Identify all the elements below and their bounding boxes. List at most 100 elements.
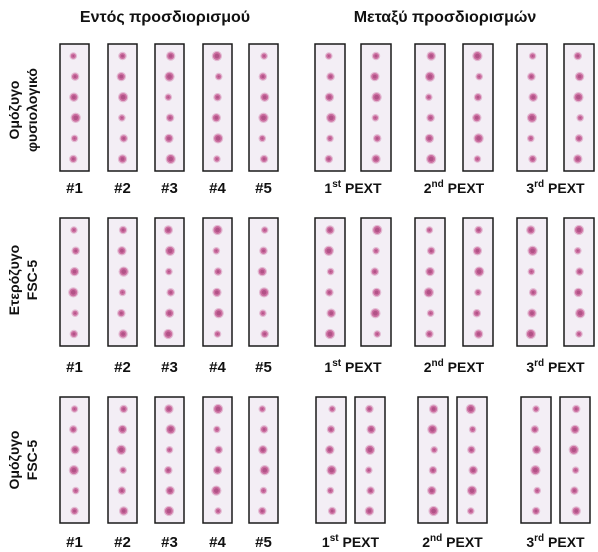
strip-frame [202,43,233,172]
blot-dot-core [73,137,76,140]
blot-dot-core [429,488,434,493]
blot-dot-core [576,54,580,58]
blot-dot-core [374,116,377,119]
blot-dot-core [165,331,171,337]
blot-dot-core [534,447,539,452]
blot-dot-core [217,510,220,512]
strip-frame [354,396,386,524]
blot-dot-core [475,311,479,315]
strip-frame [107,217,138,347]
blot-dot-core [215,136,221,141]
blot-strip [59,43,90,172]
blot-dot-core [469,488,475,493]
blot-dot-core [262,467,268,473]
blot-strip [248,396,279,524]
blot-dot-core [576,94,581,100]
blot-dot-core [430,427,435,432]
blot-dot-core [261,290,267,295]
blot-dot-core [261,115,266,121]
strip-frame [516,43,548,172]
blot-dot-core [263,229,266,231]
blot-dot-core [331,408,334,410]
blot-dot-core [167,311,172,316]
blot-dot-core [215,158,218,160]
blot-dot-core [329,137,331,140]
blot-strip [315,396,347,524]
blot-dot-core [571,447,577,453]
blot-strip [107,396,138,524]
blot-dot-core [74,489,77,492]
blot-dot-core [533,467,538,473]
blot-dot-core [474,115,479,120]
strip-frame [202,217,233,347]
strip-frame [520,396,552,524]
blot-dot-core [121,228,125,232]
blot-dot-core [431,468,435,472]
blot-dot-core [367,407,371,411]
blot-dot-core [327,447,332,452]
blot-dot-core [167,136,171,141]
between-assay-label: 1st PEXT [322,533,380,550]
blot-dot-core [369,427,374,432]
within-assay-label: #3 [161,359,178,376]
blot-dot-core [577,74,582,79]
strip-frame [559,396,591,524]
blot-dot-core [121,54,124,58]
blot-dot-core [529,137,532,140]
strip-frame [456,396,488,524]
blot-dot-core [168,116,172,120]
blot-dot-core [120,94,126,100]
blot-dot-core [531,55,534,57]
blot-strip [154,43,185,172]
strip-frame [154,217,185,347]
blot-dot-core [262,95,267,100]
blot-dot-core [328,228,332,232]
strip-frame [462,43,494,172]
blot-dot-core [213,488,219,493]
between-assay-label: 1st PEXT [324,358,382,375]
blot-dot-core [369,489,373,493]
blot-dot-core [261,75,265,79]
blot-dot-core [431,508,436,514]
strip-frame [107,396,138,524]
between-assays-header: Μεταξύ προσδιορισμών [353,9,537,26]
blot-dot-core [167,96,170,99]
blot-dot-core [261,137,264,140]
strip-frame [314,217,346,347]
blot-dot-core [120,116,123,119]
blot-dot-core [468,406,474,412]
blot-dot-core [576,290,581,295]
blot-dot-core [261,447,265,452]
blot-dot-core [122,136,126,140]
between-assay-label: 2nd PEXT [422,533,483,550]
blot-strip [314,43,346,172]
blot-strip [516,43,548,172]
blot-strip [59,396,90,524]
blot-dot-core [329,270,332,273]
blot-dot-core [476,158,479,160]
blot-dot-core [121,509,126,513]
blot-dot-core [120,427,125,432]
blot-dot-core [428,156,434,162]
blot-dot-core [426,290,432,295]
strip-frame [107,43,138,172]
blot-strip [354,396,386,524]
within-assay-label: #5 [255,534,272,551]
blot-dot-core [367,447,373,453]
blot-dot-core [374,227,380,233]
strip-frame [315,396,347,524]
blot-dot-core [167,407,171,411]
blot-dot-core [214,53,220,59]
within-assay-label: #4 [209,180,226,197]
blot-dot-core [471,468,476,473]
blot-dot-core [327,290,331,294]
blot-dot-core [215,468,220,473]
blot-dot-core [329,311,334,316]
blot-dot-core [122,407,126,411]
blot-dot-core [263,332,267,336]
blot-dot-core [73,447,77,452]
within-assay-label: #4 [209,359,226,376]
blot-dot-core [477,291,479,294]
blot-strip [154,217,185,347]
